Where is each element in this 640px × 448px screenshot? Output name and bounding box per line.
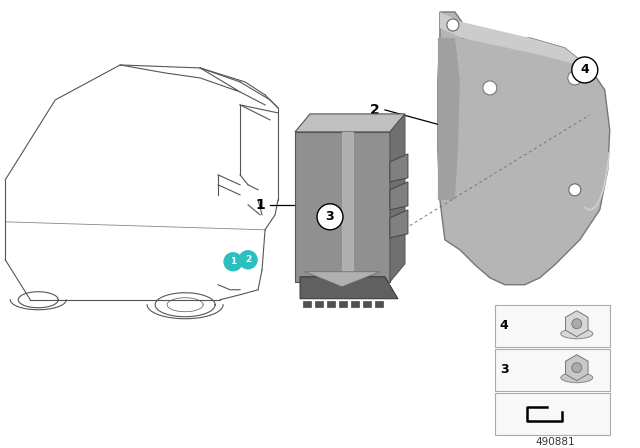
Bar xyxy=(342,132,354,282)
Polygon shape xyxy=(438,12,610,285)
Text: 1: 1 xyxy=(255,198,265,212)
Polygon shape xyxy=(390,114,405,282)
Text: 1: 1 xyxy=(230,257,236,266)
Ellipse shape xyxy=(561,373,593,383)
Bar xyxy=(327,301,335,307)
Bar xyxy=(375,301,383,307)
Circle shape xyxy=(569,184,580,196)
Circle shape xyxy=(572,363,582,373)
Circle shape xyxy=(572,319,582,329)
Text: 2: 2 xyxy=(370,103,380,117)
Polygon shape xyxy=(440,12,590,68)
Text: 4: 4 xyxy=(580,64,589,77)
Polygon shape xyxy=(390,210,408,238)
Text: 490881: 490881 xyxy=(535,437,575,447)
Bar xyxy=(495,392,610,435)
Bar xyxy=(351,301,359,307)
Polygon shape xyxy=(390,182,408,210)
Circle shape xyxy=(224,253,242,271)
Text: 4: 4 xyxy=(500,319,509,332)
Circle shape xyxy=(483,81,497,95)
Bar xyxy=(495,305,610,347)
Polygon shape xyxy=(295,114,405,132)
Bar xyxy=(495,349,610,391)
Circle shape xyxy=(239,251,257,269)
Bar xyxy=(339,301,347,307)
Text: 3: 3 xyxy=(326,210,334,223)
Polygon shape xyxy=(295,132,390,282)
Circle shape xyxy=(447,19,459,31)
Polygon shape xyxy=(305,272,380,287)
Polygon shape xyxy=(390,154,408,182)
Text: 3: 3 xyxy=(500,363,508,376)
Ellipse shape xyxy=(561,329,593,339)
Text: 2: 2 xyxy=(245,255,251,264)
Polygon shape xyxy=(300,277,398,299)
Circle shape xyxy=(568,71,582,85)
Polygon shape xyxy=(438,38,460,200)
Circle shape xyxy=(572,57,598,83)
Circle shape xyxy=(317,204,343,230)
Bar xyxy=(363,301,371,307)
Bar xyxy=(303,301,311,307)
Bar xyxy=(315,301,323,307)
